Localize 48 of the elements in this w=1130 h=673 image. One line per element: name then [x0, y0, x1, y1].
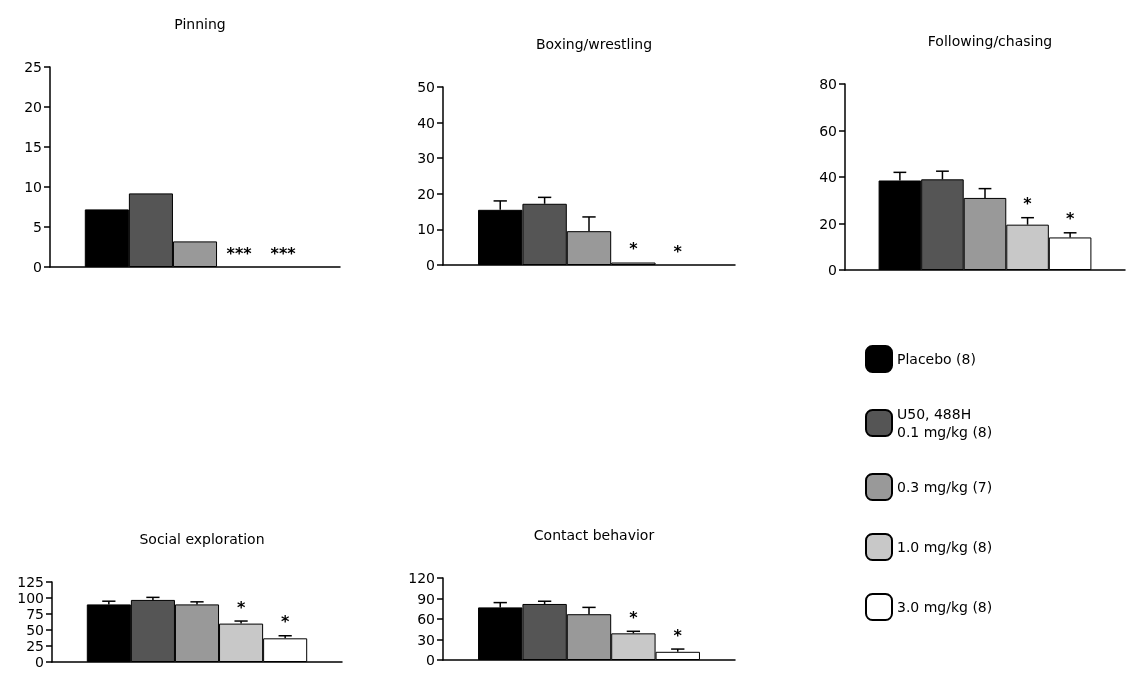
y-tick-label: 15: [24, 139, 42, 155]
annotation: *: [673, 241, 683, 261]
y-tick-label: 75: [26, 606, 44, 622]
y-tick-label: 100: [17, 590, 44, 606]
y-tick-label: 0: [426, 652, 435, 668]
y-tick-label: 125: [17, 574, 44, 590]
y-tick-label: 25: [24, 59, 42, 75]
annotation: *: [280, 612, 290, 632]
y-tick-label: 120: [408, 570, 435, 586]
y-tick-label: 30: [417, 150, 435, 167]
y-tick-label: 60: [819, 122, 837, 139]
annotation: ***: [270, 243, 297, 263]
chart-title: Boxing/wrestling: [535, 36, 653, 52]
y-tick-label: 20: [417, 185, 435, 202]
y-tick-label: 50: [417, 79, 435, 95]
legend-label: U50, 488H 0.1 mg/kg (8): [897, 406, 993, 440]
annotation: *: [1023, 194, 1033, 214]
y-tick-label: 0: [33, 259, 42, 275]
y-tick-label: 0: [828, 262, 837, 278]
annotation: *: [236, 597, 246, 617]
chart-title: Social exploration: [139, 531, 265, 547]
legend-label: 3.0 mg/kg (8): [897, 599, 993, 615]
chart-title: Contact behavior: [533, 527, 655, 543]
y-tick-label: 20: [819, 215, 837, 232]
annotation: *: [629, 607, 639, 627]
y-tick-label: 0: [426, 257, 435, 273]
annotation: *: [1065, 209, 1075, 229]
y-tick-label: 10: [24, 179, 42, 195]
y-tick-label: 40: [417, 114, 435, 131]
y-tick-label: 20: [24, 99, 42, 115]
y-tick-label: 25: [26, 638, 44, 654]
annotation: ***: [226, 243, 253, 263]
annotation: *: [673, 625, 683, 645]
y-tick-label: 40: [819, 169, 837, 185]
y-tick-label: 10: [417, 221, 435, 238]
legend-label: Placebo (8): [897, 351, 976, 367]
y-tick-label: 0: [35, 654, 44, 670]
legend-label: 0.3 mg/kg (7): [897, 479, 993, 495]
y-tick-label: 80: [819, 76, 837, 92]
chart-title: Pinning: [174, 16, 226, 32]
y-tick-label: 5: [33, 219, 42, 235]
y-tick-label: 50: [26, 622, 44, 638]
y-tick-label: 30: [417, 631, 435, 648]
y-tick-label: 60: [417, 611, 435, 627]
legend-label: 1.0 mg/kg (8): [897, 539, 993, 555]
chart-title: Following/chasing: [927, 33, 1053, 49]
annotation: *: [629, 239, 639, 259]
y-tick-label: 90: [417, 590, 435, 607]
